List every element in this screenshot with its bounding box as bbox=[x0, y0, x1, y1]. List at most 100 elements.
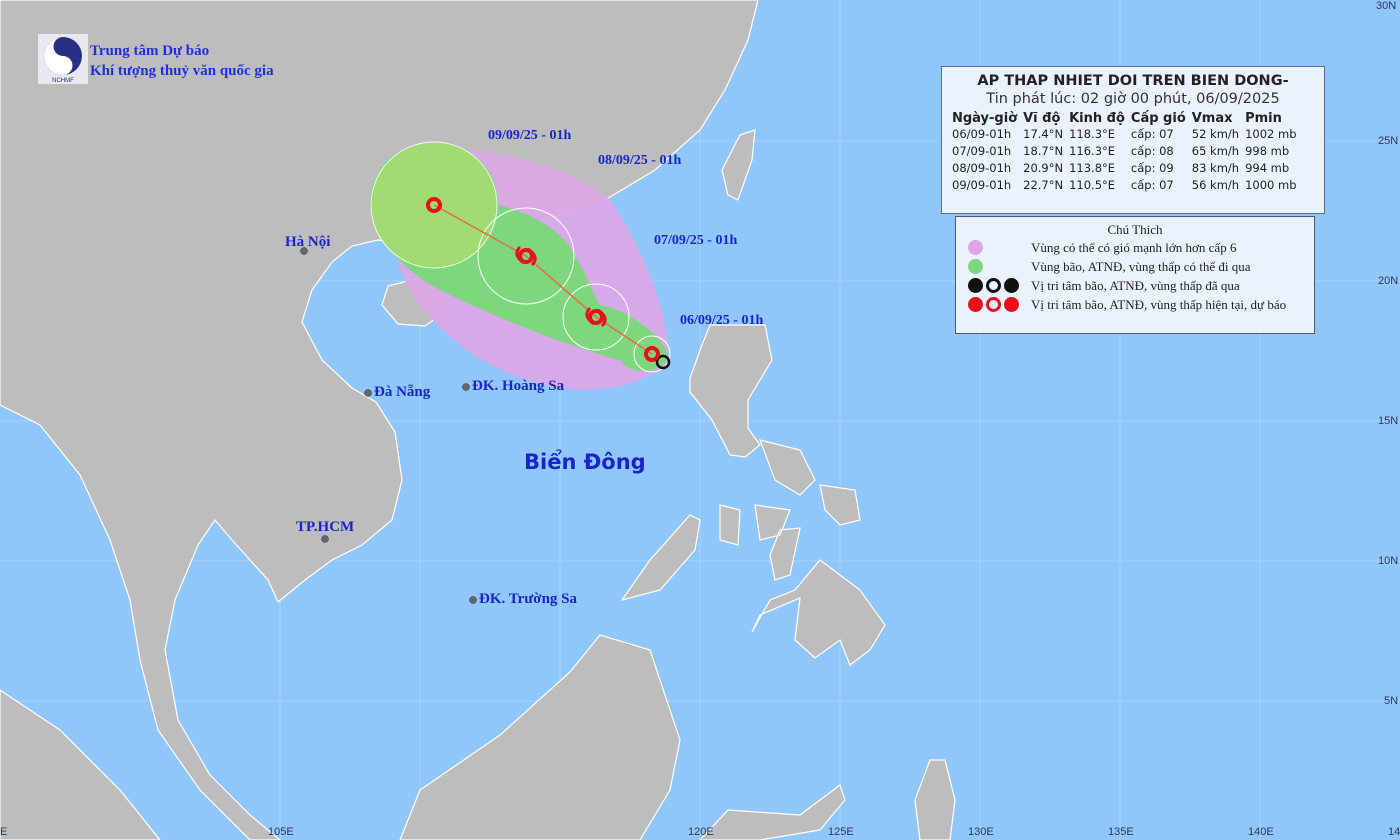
table-row: 08/09-01h 20.9°N 113.8°E cấp: 09 83 km/h 994 … bbox=[952, 160, 1303, 177]
col-header: Pmin bbox=[1245, 111, 1282, 126]
borneo-island bbox=[399, 634, 681, 840]
cell: 113.8°E bbox=[1069, 161, 1116, 175]
cell: cấp: 08 bbox=[1130, 144, 1174, 158]
cell: 08/09-01h bbox=[952, 161, 1012, 175]
taiwan-island bbox=[721, 129, 756, 201]
legend-title: Chú Thich bbox=[1107, 222, 1163, 237]
cell: 20.9°N bbox=[1023, 161, 1064, 175]
cell: 110.5°E bbox=[1069, 178, 1116, 192]
current-low-icon bbox=[1004, 297, 1019, 312]
forecast-table: Ngày-giờ Vĩ độ Kinh độ Cấp gió Vmax Pmin… bbox=[952, 111, 1303, 194]
storm-position-icon-06-09 bbox=[644, 346, 660, 362]
cell: 52 km/h bbox=[1191, 127, 1240, 141]
legend-item: Vị tri tâm bão, ATNĐ, vùng thấp hiện tại… bbox=[956, 295, 1314, 314]
lon-label: 120E bbox=[688, 826, 714, 838]
cell: 18.7°N bbox=[1023, 144, 1064, 158]
cell: 1000 mb bbox=[1245, 178, 1297, 192]
lon-label: 105E bbox=[268, 826, 294, 838]
lon-label: 135E bbox=[1108, 826, 1134, 838]
cell: 56 km/h bbox=[1191, 178, 1240, 192]
issued-time: Tin phát lúc: 02 giờ 00 phút, 06/09/2025 bbox=[986, 91, 1280, 107]
past-low-icon bbox=[1004, 278, 1019, 293]
mindanao-island bbox=[751, 559, 886, 666]
lat-label: 10N bbox=[1378, 555, 1399, 567]
current-storm-icon bbox=[968, 297, 983, 312]
col-header: Vĩ độ bbox=[1023, 111, 1061, 126]
past-position-icon bbox=[655, 354, 671, 370]
lon-label: 140E bbox=[1248, 826, 1274, 838]
lat-label: 15N bbox=[1378, 415, 1399, 427]
label-hanoi: Hà Nội bbox=[285, 234, 331, 250]
svg-text:NCHMF: NCHMF bbox=[52, 78, 74, 84]
cell: 06/09-01h bbox=[952, 127, 1012, 141]
label-bien-dong: Biển Đông bbox=[524, 450, 646, 474]
cell: 998 mb bbox=[1245, 144, 1290, 158]
city-markers bbox=[300, 247, 477, 604]
table-row: 09/09-01h 22.7°N 110.5°E cấp: 07 56 km/h 1000… bbox=[952, 177, 1303, 194]
past-storm-icon bbox=[968, 278, 983, 293]
legend-box: Chú Thich Vùng có thể có gió mạnh lớn hơ… bbox=[955, 216, 1315, 334]
storm-track-line bbox=[433, 204, 653, 355]
col-header: Kinh độ bbox=[1069, 111, 1125, 126]
col-header: Cấp gió bbox=[1130, 111, 1186, 126]
cell: 17.4°N bbox=[1023, 127, 1064, 141]
track-label-08-09: 08/09/25 - 01h bbox=[598, 153, 682, 168]
land bbox=[0, 0, 956, 840]
sulawesi-island bbox=[699, 759, 956, 840]
legend-item: Vị tri tâm bão, ATNĐ, vùng thấp đã qua bbox=[956, 276, 1314, 295]
past-depression-icon bbox=[986, 278, 1001, 293]
nchmf-logo: NCHMF bbox=[38, 34, 88, 84]
visayas-islands bbox=[719, 439, 861, 581]
track-label-09-09: 09/09/25 - 01h bbox=[488, 128, 572, 143]
org-line-1: Trung tâm Dự báo bbox=[90, 43, 210, 59]
lat-label: 25N bbox=[1378, 135, 1399, 147]
cell: 07/09-01h bbox=[952, 144, 1012, 158]
legend-label: Vùng bão, ATNĐ, vùng thấp có thể đi qua bbox=[1031, 258, 1251, 274]
table-header-row: Ngày-giờ Vĩ độ Kinh độ Cấp gió Vmax Pmin bbox=[952, 111, 1303, 126]
luzon-island bbox=[689, 324, 773, 458]
palawan-island bbox=[620, 514, 701, 601]
cell: 1002 mb bbox=[1245, 127, 1297, 141]
lat-label: 20N bbox=[1378, 275, 1399, 287]
label-hcm: TP.HCM bbox=[296, 519, 355, 535]
sumatra-island bbox=[0, 689, 161, 840]
cell: cấp: 07 bbox=[1130, 178, 1174, 192]
organization-name: Trung tâm Dự báo Khí tượng thuỷ văn quốc… bbox=[90, 41, 274, 81]
legend-item: Vùng bão, ATNĐ, vùng thấp có thể đi qua bbox=[956, 257, 1314, 276]
col-header: Ngày-giờ bbox=[952, 111, 1018, 126]
cell: cấp: 07 bbox=[1130, 127, 1174, 141]
cell: 65 km/h bbox=[1191, 144, 1240, 158]
label-danang: Đà Nẵng bbox=[374, 384, 431, 400]
table-row: 07/09-01h 18.7°N 116.3°E cấp: 08 65 km/h 998 … bbox=[952, 143, 1303, 160]
storm-position-icon-07-09 bbox=[585, 306, 607, 328]
cell: 994 mb bbox=[1245, 161, 1290, 175]
lon-label: 125E bbox=[828, 826, 854, 838]
green-zone-icon bbox=[968, 259, 983, 274]
current-depression-icon bbox=[986, 297, 1001, 312]
storm-position-icon-08-09 bbox=[515, 245, 537, 267]
track-label-06-09: 06/09/25 - 01h bbox=[680, 313, 764, 328]
cell: 22.7°N bbox=[1023, 178, 1064, 192]
cell: 118.3°E bbox=[1069, 127, 1116, 141]
label-hoangsa: ĐK. Hoàng Sa bbox=[472, 378, 565, 394]
cell: cấp: 09 bbox=[1130, 161, 1174, 175]
pink-zone-icon bbox=[968, 240, 983, 255]
legend-item: Vùng có thể có gió mạnh lớn hơn cấp 6 bbox=[956, 238, 1314, 257]
storm-position-icon-09-09 bbox=[426, 197, 442, 213]
label-truongsa: ĐK. Trường Sa bbox=[479, 591, 578, 607]
cell: 83 km/h bbox=[1191, 161, 1240, 175]
legend-label: Vị tri tâm bão, ATNĐ, vùng thấp đã qua bbox=[1031, 277, 1240, 293]
storm-info-box: AP THAP NHIET DOI TREN BIEN DONG- Tin ph… bbox=[941, 66, 1325, 214]
table-row: 06/09-01h 17.4°N 118.3°E cấp: 07 52 km/h 1002… bbox=[952, 126, 1303, 143]
col-header: Vmax bbox=[1191, 111, 1233, 126]
lon-label: 14 bbox=[1388, 826, 1400, 838]
lon-label: 130E bbox=[968, 826, 994, 838]
info-title: AP THAP NHIET DOI TREN BIEN DONG- bbox=[977, 73, 1289, 89]
cell: 09/09-01h bbox=[952, 178, 1012, 192]
lon-label: E bbox=[0, 826, 8, 838]
track-label-07-09: 07/09/25 - 01h bbox=[654, 233, 738, 248]
lat-label: 30N bbox=[1376, 0, 1397, 12]
legend-label: Vị tri tâm bão, ATNĐ, vùng thấp hiện tại… bbox=[1031, 296, 1287, 312]
lat-label: 5N bbox=[1384, 695, 1399, 707]
